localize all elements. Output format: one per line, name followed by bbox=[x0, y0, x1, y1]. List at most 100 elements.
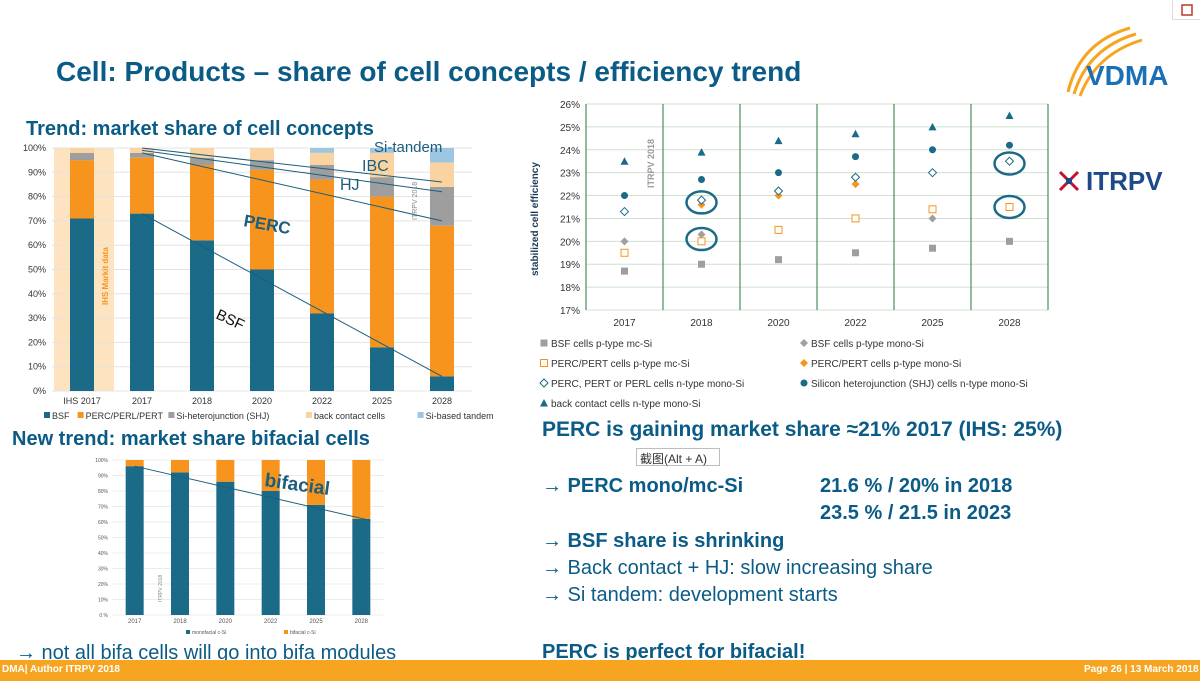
y-tick-label: 18% bbox=[560, 283, 580, 294]
bar-segment bbox=[125, 466, 144, 615]
bar-segment bbox=[250, 169, 274, 270]
data-point bbox=[928, 214, 937, 223]
data-point bbox=[620, 248, 629, 257]
hj-annotation: HJ bbox=[340, 177, 360, 194]
data-point bbox=[850, 172, 861, 182]
bifacial-share-chart: 0 % 10% 20% 30% 40% 50% 60% 70% 80% 90% 100% 2017 20… bbox=[95, 458, 384, 636]
legend-marker bbox=[540, 339, 548, 347]
data-point bbox=[1005, 111, 1014, 119]
y-tick-label: 50% bbox=[98, 536, 109, 542]
x-tick-label: 2028 bbox=[998, 318, 1021, 329]
data-point bbox=[774, 225, 783, 234]
screenshot-tooltip: 截图(Alt + A) bbox=[636, 448, 720, 466]
legend-swatch bbox=[306, 412, 312, 418]
bar-segment bbox=[307, 460, 325, 505]
bar-segment bbox=[430, 148, 454, 163]
itrpv-watermark: ITRPV 2018 bbox=[158, 575, 164, 602]
data-point bbox=[697, 237, 706, 246]
bar-segment bbox=[250, 160, 274, 170]
data-point bbox=[852, 249, 859, 257]
perc-line1-label: → PERC mono/mc-Si bbox=[542, 475, 744, 497]
x-tick-label: 2025 bbox=[309, 619, 323, 625]
bar-segment bbox=[310, 313, 334, 391]
y-tick-label: 10% bbox=[98, 598, 109, 604]
x-tick-label: 2020 bbox=[252, 396, 272, 406]
efficiency-trend-chart: 17% 18% 19% 20% 21% 22% 23% 24% 25% 26% stabilized… bbox=[530, 100, 1049, 410]
data-point bbox=[620, 157, 629, 165]
legend-label: bifacial c-Si bbox=[290, 630, 316, 636]
y-tick-label: 100% bbox=[95, 458, 108, 464]
footer-page: Page 26 | 13 March 2018 bbox=[1084, 664, 1199, 675]
y-tick-label: 19% bbox=[560, 260, 580, 271]
legend-label: PERC/PERL/PERT bbox=[86, 411, 164, 421]
perc-line1-value: 21.6 % / 20% in 2018 bbox=[820, 475, 1013, 497]
data-point bbox=[773, 186, 784, 196]
bar-segment bbox=[430, 186, 454, 226]
y-tick-label: 20% bbox=[560, 237, 580, 248]
bar-segment bbox=[430, 162, 454, 187]
y-tick-label: 10% bbox=[28, 362, 46, 372]
y-tick-label: 100% bbox=[23, 143, 46, 153]
y-tick-label: 60% bbox=[98, 520, 109, 526]
bullet-back-contact: → Back contact + HJ: slow increasing sha… bbox=[542, 557, 933, 579]
bar-segment bbox=[261, 491, 280, 615]
y-tick-label: 50% bbox=[28, 265, 46, 275]
legend-label: BSF cells p-type mono-Si bbox=[811, 339, 924, 350]
legend-label: Si-heterojunction (SHJ) bbox=[176, 411, 269, 421]
bar-segment bbox=[130, 148, 154, 153]
market-share-chart: 0% 10% 20% 30% 40% 50% 60% 70% 80% 90% 100% IHS 201… bbox=[23, 140, 494, 421]
legend-label: monofacial c-Si bbox=[192, 630, 226, 636]
data-point bbox=[852, 153, 859, 161]
data-point bbox=[619, 206, 630, 217]
bsf-annotation: BSF bbox=[213, 306, 247, 334]
bar-segment bbox=[370, 196, 394, 348]
y-tick-label: 17% bbox=[560, 306, 580, 317]
data-point bbox=[928, 205, 937, 214]
legend-swatch bbox=[417, 412, 424, 418]
x-tick-label: 2022 bbox=[264, 619, 278, 625]
bar-segment bbox=[171, 460, 189, 473]
legend-marker bbox=[800, 379, 808, 387]
y-tick-label: 60% bbox=[28, 240, 46, 250]
x-tick-label: 2020 bbox=[219, 619, 233, 625]
legend-label: back contact cells bbox=[314, 411, 386, 421]
y-tick-label: 23% bbox=[560, 169, 580, 180]
data-point bbox=[929, 244, 936, 252]
y-tick-label: 30% bbox=[98, 567, 109, 573]
x-tick-label: 2020 bbox=[767, 318, 790, 329]
itrpv-watermark: ITRPV 2018 bbox=[412, 182, 419, 220]
perc-headline: PERC is gaining market share ≈21% 2017 (… bbox=[542, 418, 1063, 441]
legend-label: PERC, PERT or PERL cells n-type mono-Si bbox=[551, 379, 744, 390]
legend-swatch bbox=[284, 630, 288, 634]
bar-segment bbox=[190, 148, 214, 158]
slide-title: Cell: Products – share of cell concepts … bbox=[56, 56, 802, 87]
legend-label: PERC/PERT cells p-type mono-Si bbox=[811, 359, 961, 370]
bar-segment bbox=[250, 269, 274, 391]
x-tick-label: IHS 2017 bbox=[63, 396, 101, 406]
y-tick-label: 70% bbox=[98, 505, 109, 511]
bar-segment bbox=[370, 347, 394, 391]
bar-segment bbox=[70, 148, 94, 153]
bar-segment bbox=[130, 157, 154, 214]
bar-segment bbox=[310, 152, 334, 166]
y-tick-label: 20% bbox=[98, 582, 109, 588]
y-tick-label: 80% bbox=[98, 489, 109, 495]
bar-segment bbox=[430, 376, 454, 391]
hj-trend-line bbox=[141, 152, 443, 222]
data-point bbox=[774, 136, 783, 145]
y-tick-label: 40% bbox=[98, 551, 109, 557]
y-tick-label: 21% bbox=[560, 214, 580, 225]
legend-marker bbox=[539, 378, 549, 388]
bar-segment bbox=[352, 460, 371, 519]
y-tick-label: 24% bbox=[560, 146, 580, 157]
data-point bbox=[775, 256, 782, 264]
bar-segment bbox=[261, 460, 280, 491]
itrpv-logo-mark-icon bbox=[1058, 170, 1080, 192]
corner-tool-icon[interactable] bbox=[1172, 0, 1200, 20]
legend-label: Si-based tandem bbox=[426, 411, 494, 421]
x-tick-label: 2017 bbox=[128, 619, 142, 625]
data-point bbox=[929, 146, 936, 154]
legend-marker bbox=[540, 359, 548, 367]
x-tick-label: 2022 bbox=[844, 318, 867, 329]
highlight-ellipse bbox=[685, 190, 718, 215]
